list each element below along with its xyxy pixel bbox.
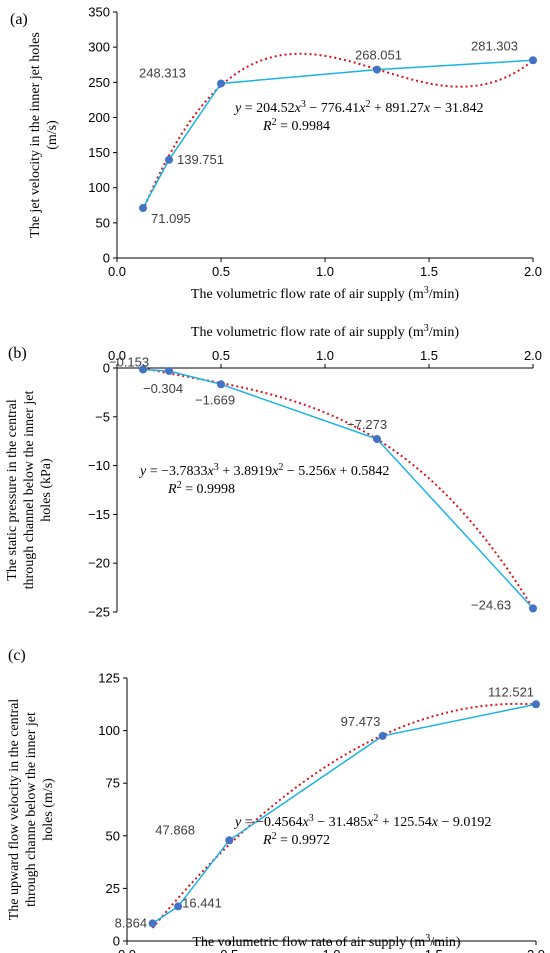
- data-series-line: [152, 703, 537, 925]
- data-label: 47.868: [155, 822, 195, 837]
- y-axis-title-line: through channel below the inner jet: [22, 391, 37, 590]
- y-axis-title-line: The static pressure in the central: [5, 399, 20, 581]
- data-label: 268.051: [355, 48, 402, 63]
- y-tick-label: 0: [103, 251, 110, 266]
- chart-panel-a: (a) 0 50 100 150 200 250 300 350 0.0 0.5 1.0 1.5 2.0 T…: [0, 0, 550, 310]
- panel-letter: (b): [8, 345, 27, 362]
- fit-equation: y = −3.7833x3 + 3.8919x2 − 5.256x + 0.58…: [138, 462, 389, 479]
- y-axis-title-line: (m/s): [45, 120, 60, 150]
- y-tick-label: 125: [98, 671, 120, 686]
- data-label: −7.273: [347, 417, 387, 432]
- y-tick-label: 100: [88, 180, 110, 195]
- data-point: [139, 204, 147, 213]
- y-tick-label: 350: [88, 5, 110, 20]
- data-point: [373, 65, 381, 74]
- data-label: −1.669: [195, 392, 235, 407]
- y-tick-label: −25: [88, 605, 110, 620]
- y-axis-title-line: holes (kPa): [39, 458, 54, 522]
- y-tick-label: 150: [88, 145, 110, 160]
- x-tick-label: 2.0: [527, 947, 545, 953]
- y-tick-label: 50: [106, 828, 120, 843]
- x-tick-label: 1.5: [420, 264, 438, 279]
- y-tick-label: −15: [88, 507, 110, 522]
- y-tick-label: 25: [106, 881, 120, 896]
- data-point: [225, 836, 234, 845]
- y-tick-label: 50: [96, 215, 110, 230]
- x-tick-label: 0.0: [108, 348, 126, 363]
- data-point: [165, 366, 173, 375]
- data-point: [165, 155, 173, 164]
- data-label: −0.153: [109, 354, 149, 369]
- y-tick-label: 0: [113, 934, 120, 949]
- data-label: 97.473: [341, 714, 381, 729]
- x-tick-label: 0.5: [212, 348, 230, 363]
- chart-panel-b: (b) 0 −5 −10 −15 −20 −25 0.0 0.5 1.0 1.5 2.0 The vol…: [0, 310, 550, 628]
- data-point: [217, 79, 225, 88]
- data-label: 112.521: [488, 684, 534, 699]
- x-tick-label: 0.0: [108, 264, 126, 279]
- y-tick-label: 200: [88, 110, 110, 125]
- data-point: [174, 902, 183, 911]
- x-tick-label: 1.5: [420, 348, 438, 363]
- y-tick-label: 100: [98, 723, 120, 738]
- y-tick-label: 75: [106, 776, 120, 791]
- data-point: [532, 700, 540, 709]
- data-label: 281.303: [471, 38, 518, 53]
- data-label: 139.751: [177, 152, 224, 167]
- data-label: 16.441: [182, 895, 222, 910]
- x-tick-label: 0.5: [212, 264, 230, 279]
- fit-curve: [142, 52, 534, 211]
- x-tick-label: 2.0: [524, 348, 542, 363]
- chart-c-svg: (c) 0 25 50 75 100 125 0.0 0.5 1.0 1.5 2.0 The volum…: [7, 647, 545, 953]
- x-tick-label: 0.5: [220, 947, 238, 953]
- data-label: −0.304: [143, 381, 183, 396]
- data-point: [378, 731, 387, 740]
- x-axis-title: The volumetric flow rate of air supply (…: [191, 285, 460, 302]
- y-tick-label: 300: [88, 40, 110, 55]
- data-point: [529, 56, 537, 65]
- y-axis-title-line: through channe below the inner jet: [24, 712, 39, 907]
- y-tick-label: 0: [103, 361, 110, 376]
- r-squared: R2 = 0.9998: [167, 480, 235, 497]
- y-tick-label: −20: [88, 556, 110, 571]
- data-point: [139, 365, 147, 374]
- x-tick-label: 1.5: [425, 947, 443, 953]
- y-axis-title-line: The upward flow velocity in the central: [7, 699, 22, 921]
- data-label: 8.364: [115, 915, 148, 930]
- data-point: [148, 919, 157, 928]
- x-tick-label: 1.0: [322, 947, 340, 953]
- data-point: [373, 434, 381, 443]
- x-tick-label: 1.0: [316, 264, 334, 279]
- chart-b-svg: (b) 0 −5 −10 −15 −20 −25 0.0 0.5 1.0 1.5 2.0 The vol…: [5, 323, 542, 620]
- y-axis-title-line: The jet velocity in the inner jet holes: [28, 32, 43, 238]
- y-axis-title-line: holes (m/s): [41, 778, 56, 841]
- chart-panel-c: (c) 0 25 50 75 100 125 0.0 0.5 1.0 1.5 2.0 The volum…: [0, 628, 550, 953]
- data-series-line: [142, 59, 534, 209]
- panel-letter: (c): [8, 647, 26, 664]
- data-point: [529, 604, 537, 613]
- x-tick-label: 2.0: [524, 264, 542, 279]
- panel-letter: (a): [10, 11, 28, 28]
- data-point: [217, 380, 225, 389]
- y-tick-label: −10: [88, 458, 110, 473]
- r-squared: R2 = 0.9984: [262, 117, 330, 134]
- r-squared: R2 = 0.9972: [262, 831, 330, 848]
- chart-a-svg: (a) 0 50 100 150 200 250 300 350 0.0 0.5 1.0 1.5 2.0 T…: [10, 5, 542, 303]
- fit-equation: y = 204.52x3 − 776.41x2 + 891.27x − 31.8…: [233, 99, 484, 116]
- data-label: 71.095: [151, 211, 191, 226]
- x-tick-label: 0.0: [118, 947, 136, 953]
- y-tick-label: 250: [88, 75, 110, 90]
- x-axis-title: The volumetric flow rate of air supply (…: [192, 933, 461, 950]
- x-axis-title: The volumetric flow rate of air supply (…: [191, 323, 460, 340]
- x-tick-label: 1.0: [316, 348, 334, 363]
- data-label: 248.313: [139, 65, 186, 80]
- y-tick-label: −5: [95, 409, 110, 424]
- fit-equation: y = −0.4564x3 − 31.485x2 + 125.54x − 9.0…: [233, 813, 491, 830]
- data-label: −24.63: [471, 597, 511, 612]
